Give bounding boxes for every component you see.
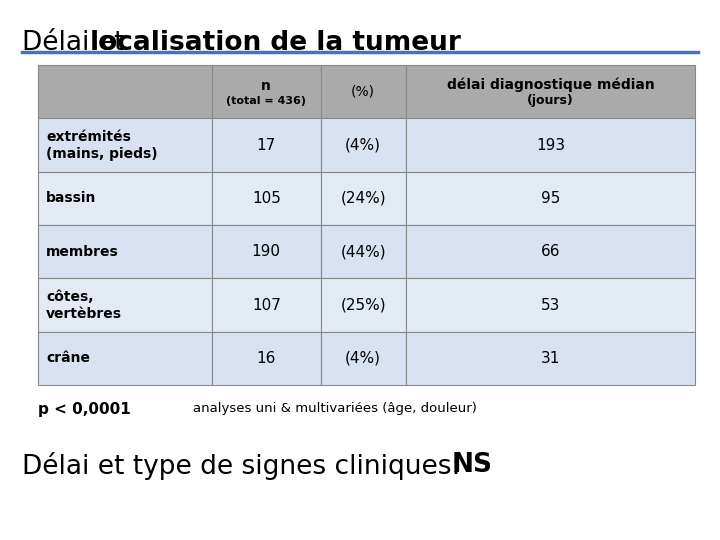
Text: extrémités: extrémités — [46, 130, 131, 144]
Bar — [320, 278, 406, 332]
Text: crâne: crâne — [46, 352, 90, 366]
Text: 66: 66 — [541, 244, 560, 259]
Text: (mains, pieds): (mains, pieds) — [46, 147, 158, 161]
Text: (44%): (44%) — [341, 244, 386, 259]
Bar — [38, 172, 212, 225]
Text: 31: 31 — [541, 351, 560, 366]
Text: NS: NS — [452, 452, 493, 478]
Bar — [406, 332, 695, 385]
Text: (24%): (24%) — [341, 191, 386, 206]
Bar — [38, 278, 212, 332]
Text: 16: 16 — [256, 351, 276, 366]
Bar — [320, 332, 406, 385]
Bar — [406, 118, 695, 172]
Text: 105: 105 — [252, 191, 281, 206]
Bar — [38, 118, 212, 172]
Text: délai diagnostique médian: délai diagnostique médian — [446, 77, 654, 92]
Text: 190: 190 — [252, 244, 281, 259]
Text: membres: membres — [46, 245, 119, 259]
Text: localisation de la tumeur: localisation de la tumeur — [90, 30, 461, 56]
Bar — [406, 225, 695, 278]
Text: 193: 193 — [536, 138, 565, 152]
Text: (25%): (25%) — [341, 298, 386, 313]
Text: (%): (%) — [351, 85, 375, 99]
Bar — [38, 65, 212, 118]
Bar — [406, 172, 695, 225]
Text: Délai et type de signes cliniques:: Délai et type de signes cliniques: — [22, 452, 469, 480]
Text: (4%): (4%) — [345, 351, 381, 366]
Bar — [320, 65, 406, 118]
Bar — [212, 225, 320, 278]
Text: Délai et: Délai et — [22, 30, 132, 56]
Bar — [212, 65, 320, 118]
Bar — [212, 332, 320, 385]
Bar — [38, 332, 212, 385]
Bar — [320, 172, 406, 225]
Text: (jours): (jours) — [527, 94, 574, 107]
Text: vertèbres: vertèbres — [46, 307, 122, 321]
Text: 17: 17 — [257, 138, 276, 152]
Text: bassin: bassin — [46, 191, 96, 205]
Text: analyses uni & multivariées (âge, douleur): analyses uni & multivariées (âge, douleu… — [193, 402, 477, 415]
Bar — [212, 278, 320, 332]
Text: n: n — [261, 79, 271, 93]
Text: 107: 107 — [252, 298, 281, 313]
Bar — [212, 172, 320, 225]
Bar — [406, 278, 695, 332]
Bar — [406, 65, 695, 118]
Text: (4%): (4%) — [345, 138, 381, 152]
Bar — [38, 225, 212, 278]
Text: 53: 53 — [541, 298, 560, 313]
Text: 95: 95 — [541, 191, 560, 206]
Bar — [320, 225, 406, 278]
Bar — [320, 118, 406, 172]
Bar — [212, 118, 320, 172]
Text: p < 0,0001: p < 0,0001 — [38, 402, 131, 417]
Text: côtes,: côtes, — [46, 290, 94, 304]
Text: (total = 436): (total = 436) — [226, 96, 306, 106]
